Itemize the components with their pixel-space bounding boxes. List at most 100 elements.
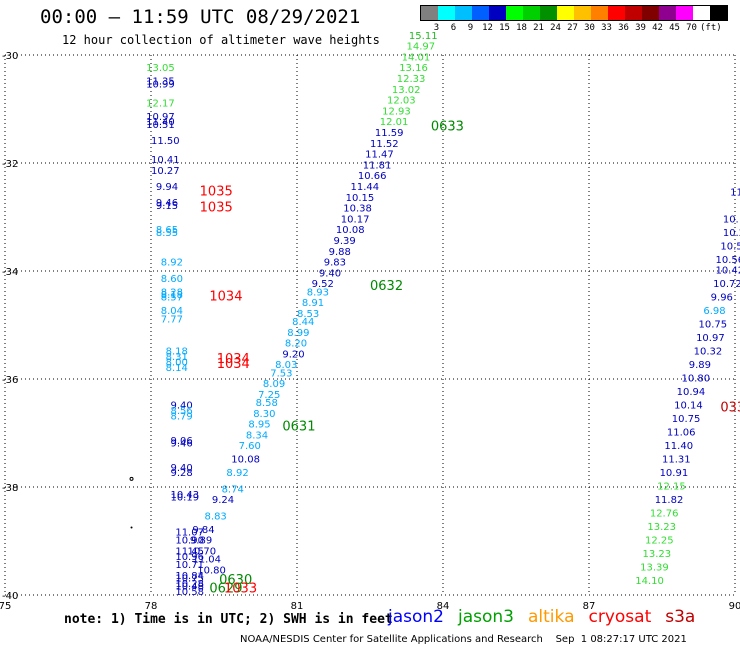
x-tick-label: 84 bbox=[437, 601, 450, 612]
wave-height-label: 8.93 bbox=[307, 287, 329, 298]
wave-height-label: 9.39 bbox=[334, 236, 356, 247]
wave-height-label: 11.06 bbox=[667, 428, 696, 439]
wave-height-label: 8.92 bbox=[226, 468, 248, 479]
wave-height-label: 10.41 bbox=[151, 155, 180, 166]
y-tick-label: -30 bbox=[2, 51, 18, 62]
wave-height-label: 9.46 bbox=[156, 198, 178, 209]
wave-height-label: 8.79 bbox=[170, 412, 192, 423]
wave-height-label: 8.04 bbox=[161, 306, 183, 317]
wave-height-label: 11.04 bbox=[192, 555, 221, 566]
wave-height-label: 14.01 bbox=[402, 52, 431, 63]
wave-height-label: 10.38 bbox=[343, 204, 372, 215]
legend-label: 45 bbox=[669, 23, 680, 33]
legend-swatch bbox=[710, 6, 727, 20]
wave-height-label: 10.51 bbox=[146, 120, 175, 131]
legend-swatch bbox=[523, 6, 540, 20]
x-tick-label: 81 bbox=[291, 601, 304, 612]
wave-height-label: 14.10 bbox=[635, 576, 664, 587]
y-tick-label: -36 bbox=[2, 375, 18, 386]
pass-time-label: 0631 bbox=[282, 419, 315, 434]
wave-height-label: 10.32 bbox=[694, 347, 723, 358]
legend-label: 3 bbox=[433, 23, 440, 33]
land-dot bbox=[129, 476, 134, 481]
wave-height-label: 6.98 bbox=[703, 306, 725, 317]
wave-height-label: 8.58 bbox=[256, 398, 278, 409]
legend-swatch bbox=[676, 6, 693, 20]
x-tick-label: 90 bbox=[729, 601, 740, 612]
wave-height-label: 11.82 bbox=[655, 495, 684, 506]
wave-height-label: 10.66 bbox=[358, 171, 387, 182]
legend-label: 27 bbox=[567, 23, 578, 33]
wave-height-label: 10.42 bbox=[716, 266, 740, 277]
wave-height-label: 10.75 bbox=[699, 320, 728, 331]
wave-height-label: 11.81 bbox=[363, 160, 392, 171]
wave-height-label: 11.50 bbox=[151, 136, 180, 147]
wave-height-label: 9.40 bbox=[170, 463, 192, 474]
wave-height-label: 11 bbox=[730, 187, 740, 198]
wave-height-label: 8.00 bbox=[166, 358, 188, 369]
wave-height-label: 8.55 bbox=[156, 228, 178, 239]
wave-height-label: 8.28 bbox=[161, 287, 183, 298]
wave-height-label: 8.83 bbox=[205, 511, 227, 522]
x-tick-label: 78 bbox=[145, 601, 158, 612]
y-tick-label: -38 bbox=[2, 483, 18, 494]
wave-height-label: 15.11 bbox=[409, 31, 438, 42]
legend-swatch bbox=[438, 6, 455, 20]
wave-height-label: 10.94 bbox=[677, 387, 706, 398]
wave-height-label: 9.40 bbox=[319, 268, 341, 279]
pass-time-label: 1033 bbox=[224, 581, 257, 596]
legend-label: (ft) bbox=[700, 23, 722, 33]
wave-height-label: 13.02 bbox=[392, 85, 421, 96]
wave-height-label: 10.75 bbox=[175, 574, 204, 585]
y-tick-label: -40 bbox=[2, 591, 18, 602]
pass-time-label: 0633 bbox=[431, 120, 464, 135]
wave-height-label: 10.28 bbox=[175, 579, 204, 590]
legend-label: 21 bbox=[533, 23, 544, 33]
wave-height-label: 9.89 bbox=[689, 360, 711, 371]
wave-height-label: 12.01 bbox=[380, 117, 409, 128]
wave-height-label: 9.06 bbox=[170, 436, 192, 447]
wave-height-label: 11.44 bbox=[351, 182, 380, 193]
wave-height-label: 10.58 bbox=[175, 587, 204, 598]
wave-height-label: 9.94 bbox=[156, 182, 178, 193]
wave-height-label: 10.99 bbox=[146, 79, 175, 90]
wave-height-label: 10.97 bbox=[696, 333, 725, 344]
wave-height-label: 13.23 bbox=[643, 549, 672, 560]
x-tick-label: 87 bbox=[583, 601, 596, 612]
wave-height-label: 9.83 bbox=[324, 258, 346, 269]
wave-height-label: 8.95 bbox=[248, 420, 270, 431]
wave-height-label: 8.03 bbox=[275, 360, 297, 371]
wave-height-label: 8.57 bbox=[161, 293, 183, 304]
legend-swatch bbox=[591, 6, 608, 20]
wave-height-label: 7.77 bbox=[161, 314, 183, 325]
wave-height-label: 10.71 bbox=[175, 560, 204, 571]
chart-subtitle: 12 hour collection of altimeter wave hei… bbox=[62, 33, 380, 47]
wave-height-label: 10.15 bbox=[346, 193, 375, 204]
wave-height-label: 9.24 bbox=[212, 495, 234, 506]
wave-height-label: 10.97 bbox=[146, 112, 175, 123]
wave-height-label: 12.17 bbox=[146, 98, 175, 109]
wave-height-label: 10.08 bbox=[231, 455, 260, 466]
chart-title: 00:00 – 11:59 UTC 08/29/2021 bbox=[40, 6, 361, 28]
wave-height-label: 10.96 bbox=[175, 552, 204, 563]
wave-height-label: 8.92 bbox=[161, 258, 183, 269]
wave-height-label: 11.31 bbox=[662, 455, 691, 466]
wave-height-label: 10.14 bbox=[674, 401, 703, 412]
legend-label: 18 bbox=[516, 23, 527, 33]
legend-label: 42 bbox=[652, 23, 663, 33]
wave-height-label: 9.84 bbox=[192, 525, 214, 536]
wave-height-label: 13.16 bbox=[399, 63, 428, 74]
legend-swatch bbox=[506, 6, 523, 20]
wave-height-label: 8.56 bbox=[170, 406, 192, 417]
wave-height-label: 7.60 bbox=[239, 441, 261, 452]
satellite-legend-item: jason3 bbox=[458, 607, 514, 627]
legend-label: 36 bbox=[618, 23, 629, 33]
wave-height-label: 8.34 bbox=[246, 430, 268, 441]
pass-time-label: 1035 bbox=[200, 201, 233, 216]
wave-height-label: 10.08 bbox=[336, 225, 365, 236]
wave-height-label: 11.45 bbox=[175, 547, 204, 558]
legend-swatch bbox=[421, 6, 438, 20]
wave-height-label: 9.28 bbox=[170, 468, 192, 479]
wave-height-label: 11.40 bbox=[664, 441, 693, 452]
